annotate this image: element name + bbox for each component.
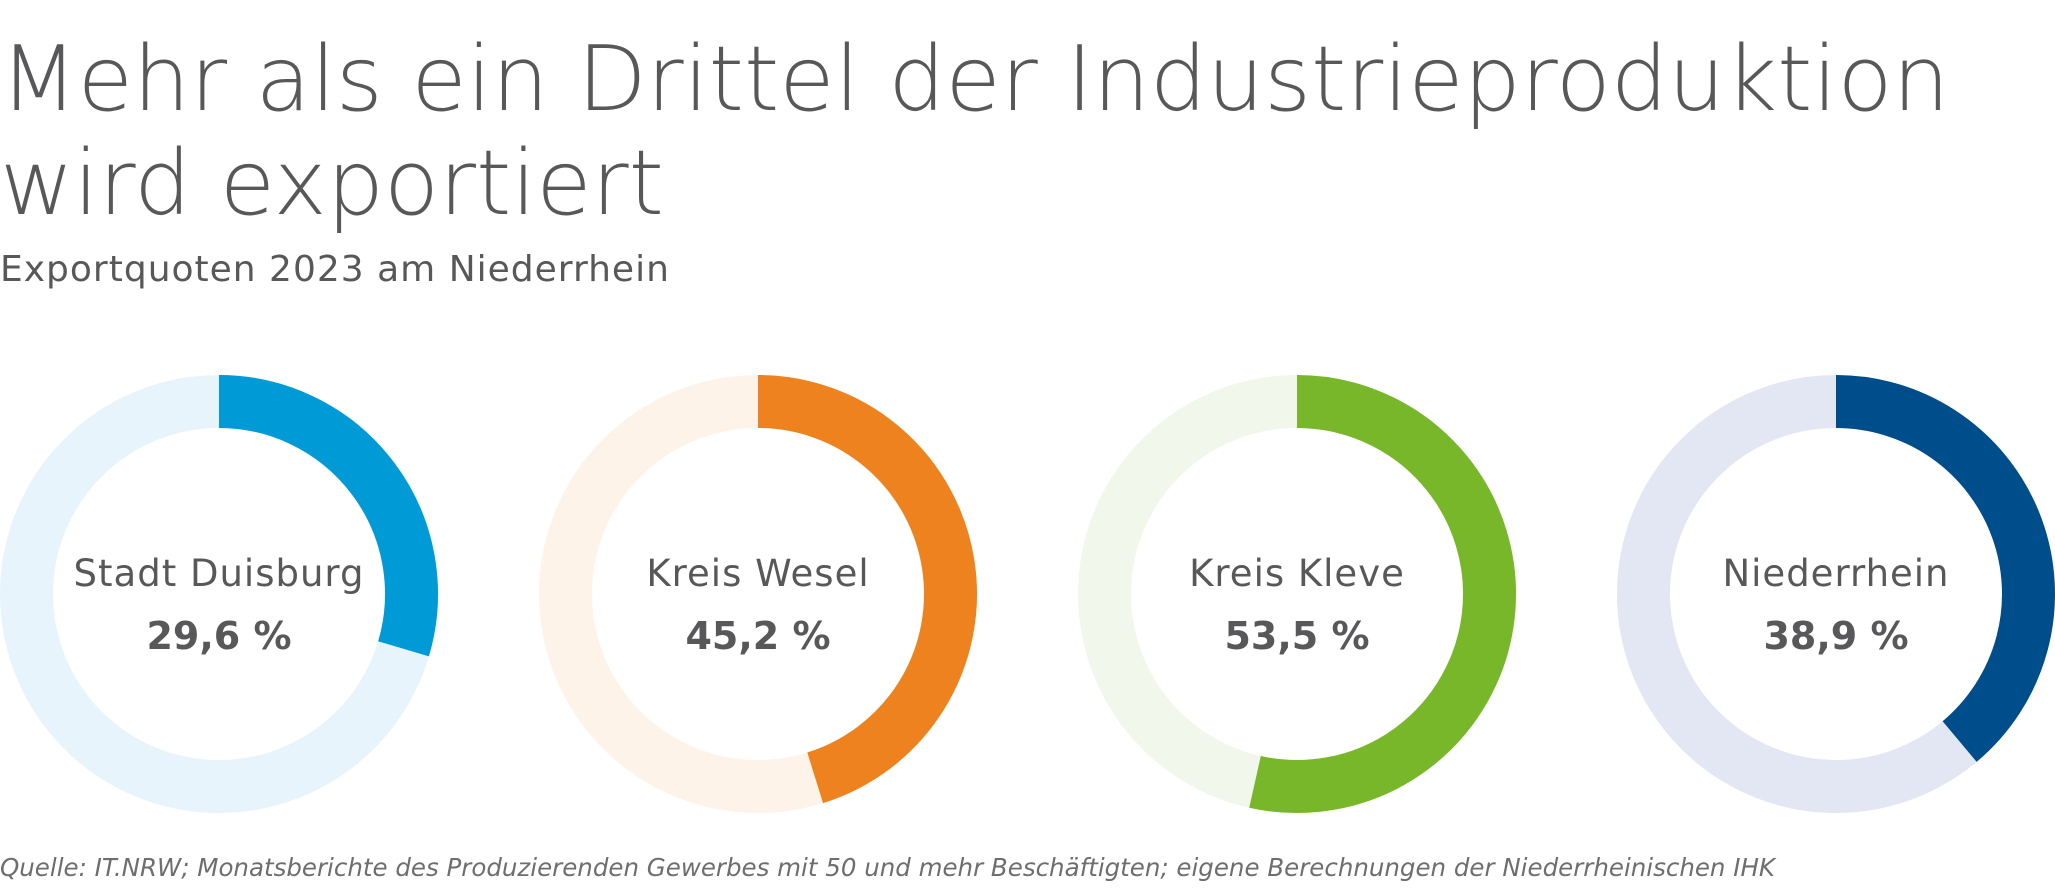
title-line-2: wird exportiert bbox=[0, 131, 664, 236]
title-line-1: Mehr als ein Drittel der Industrieproduk… bbox=[0, 27, 1950, 132]
donut-value-arc bbox=[757, 375, 977, 804]
chart-subtitle: Exportquoten 2023 am Niederrhein bbox=[0, 249, 670, 290]
donut-category-label: Stadt Duisburg bbox=[74, 552, 365, 595]
donut-value-arc bbox=[218, 375, 438, 657]
donut-niederrhein: Niederrhein 38,9 % bbox=[1617, 375, 2055, 813]
donut-kreis-kleve: Kreis Kleve 53,5 % bbox=[1078, 375, 1517, 813]
chart-title: Mehr als ein Drittel der Industrieproduk… bbox=[0, 28, 2040, 236]
donut-category-label: Kreis Kleve bbox=[1189, 552, 1405, 595]
source-note: Quelle: IT.NRW; Monatsberichte des Produ… bbox=[0, 853, 1775, 882]
donut-category-label: Kreis Wesel bbox=[646, 552, 869, 595]
donut-kreis-wesel: Kreis Wesel 45,2 % bbox=[539, 375, 977, 813]
donut-value-arc bbox=[1249, 375, 1517, 813]
donut-category-label: Niederrhein bbox=[1722, 552, 1949, 595]
donut-value-label: 45,2 % bbox=[685, 614, 830, 658]
donut-value-label: 53,5 % bbox=[1224, 614, 1369, 658]
donut-value-label: 29,6 % bbox=[146, 614, 291, 658]
donut-value-arc bbox=[1835, 375, 2055, 762]
donut-value-label: 38,9 % bbox=[1763, 614, 1908, 658]
donut-stadt-duisburg: Stadt Duisburg 29,6 % bbox=[0, 375, 438, 813]
